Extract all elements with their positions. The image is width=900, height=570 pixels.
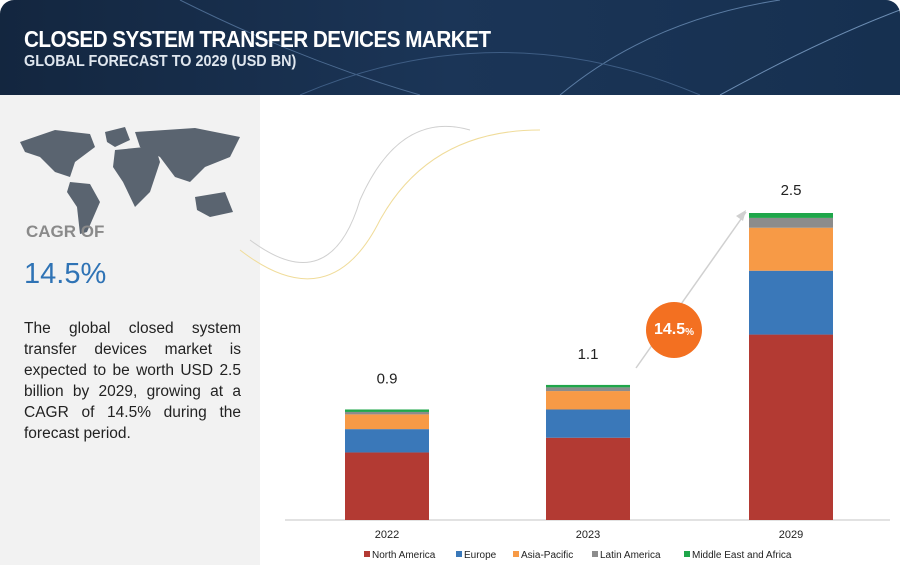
legend-label: Asia-Pacific [521,550,573,561]
bar-segment-middle-east-and-africa [546,384,630,388]
page-title: CLOSED SYSTEM TRANSFER DEVICES MARKET [24,26,491,52]
legend-label: Middle East and Africa [692,550,792,561]
legend-swatch [456,551,462,557]
bar-segment-europe [749,270,833,335]
total-label: 2.5 [781,182,802,199]
total-label: 1.1 [578,346,599,363]
bar-segment-north-america [546,437,630,520]
decorative-curve [249,125,471,263]
bar-segment-asia-pacific [546,391,630,410]
bar-segment-asia-pacific [749,227,833,271]
cagr-label: CAGR OF [26,222,105,241]
legend-swatch [513,551,519,557]
x-tick-label: 2022 [375,529,399,541]
decorative-curve [239,129,541,280]
world-map-icon [20,127,240,234]
header-decoration [179,0,900,95]
page-subtitle: GLOBAL FORECAST TO 2029 (USD BN) [24,53,297,70]
market-description: The global closed system transfer device… [24,320,241,442]
bar-segment-latin-america [749,217,833,228]
cagr-value: 14.5% [24,258,107,290]
legend-label: North America [372,550,436,561]
legend-label: Latin America [600,550,661,561]
badge-unit: % [685,326,695,338]
bar-segment-north-america [749,334,833,520]
bar-segment-latin-america [546,387,630,392]
x-tick-label: 2023 [576,529,600,541]
legend-swatch [684,551,690,557]
legend-swatch [592,551,598,557]
total-label: 0.9 [377,370,398,387]
bar-segment-middle-east-and-africa [749,213,833,218]
bar-segment-europe [345,429,429,453]
bar-segment-asia-pacific [345,414,429,430]
x-tick-label: 2029 [779,529,803,541]
header-banner: CLOSED SYSTEM TRANSFER DEVICES MARKET GL… [0,0,900,95]
bar-segment-latin-america [345,411,429,415]
growth-arrowhead [736,210,746,221]
badge-value: 14.5 [653,321,686,338]
bar-segment-north-america [345,452,429,520]
bar-segment-europe [546,409,630,438]
bar-segment-middle-east-and-africa [345,409,429,412]
cagr-badge: 14.5% [646,302,702,358]
legend-label: Europe [464,550,497,561]
legend-swatch [364,551,370,557]
